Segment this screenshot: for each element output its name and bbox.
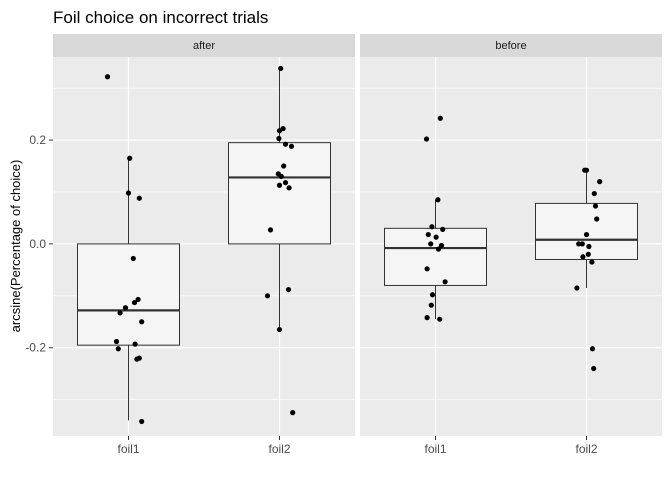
facet-strip xyxy=(360,34,662,57)
data-point xyxy=(134,356,140,362)
data-point xyxy=(281,163,287,169)
data-point xyxy=(139,319,145,325)
data-point xyxy=(264,293,271,299)
boxplot-foil1 xyxy=(384,115,487,322)
data-point xyxy=(589,346,596,352)
data-point xyxy=(278,65,284,72)
data-point xyxy=(127,155,133,161)
data-point xyxy=(428,241,434,247)
data-point xyxy=(125,190,132,196)
data-point xyxy=(290,410,296,416)
data-point xyxy=(131,299,138,306)
data-point xyxy=(592,203,599,209)
data-point xyxy=(286,185,292,191)
chart-title: Foil choice on incorrect trials xyxy=(53,8,268,27)
data-point xyxy=(574,285,580,291)
data-point xyxy=(282,141,289,147)
data-point xyxy=(135,296,141,303)
data-point xyxy=(429,292,436,298)
data-point xyxy=(122,305,129,311)
data-point xyxy=(288,143,295,149)
data-point xyxy=(104,74,111,80)
data-point xyxy=(113,338,120,345)
box xyxy=(535,202,638,260)
data-point xyxy=(591,190,597,197)
data-point xyxy=(132,341,138,347)
boxplot-foil2 xyxy=(535,167,638,372)
data-point xyxy=(437,316,443,322)
box xyxy=(77,243,180,346)
data-point xyxy=(428,302,434,308)
y-tick-label: -0.2 xyxy=(25,341,46,355)
data-point xyxy=(423,136,430,142)
facet-before: before foil1 foil2 xyxy=(360,34,662,456)
data-point xyxy=(437,115,443,121)
data-point xyxy=(115,346,121,352)
x-tick-label: foil2 xyxy=(575,442,597,456)
data-point xyxy=(278,173,284,180)
data-point xyxy=(585,251,591,257)
data-point xyxy=(424,315,430,321)
data-point xyxy=(586,243,592,250)
data-point xyxy=(276,182,283,188)
data-point xyxy=(424,266,430,272)
data-point xyxy=(591,365,597,372)
box xyxy=(228,142,331,245)
facet-after: after foil1 foil2 xyxy=(53,34,355,456)
data-point xyxy=(583,231,590,238)
data-point xyxy=(117,310,123,316)
data-point xyxy=(442,279,448,285)
data-point xyxy=(267,227,274,233)
data-point xyxy=(276,135,282,142)
data-point xyxy=(438,242,445,249)
facet-strip-label: after xyxy=(193,40,215,52)
boxplot-foil1 xyxy=(77,74,180,425)
x-tick-label: foil1 xyxy=(424,442,446,456)
y-axis-title: arcsine(Percentage of choice) xyxy=(8,160,23,333)
data-point xyxy=(136,195,142,201)
data-point xyxy=(580,254,586,260)
x-tick-label: foil2 xyxy=(268,442,290,456)
facet-strip-label: before xyxy=(495,40,526,52)
y-axis: -0.2 0.0 0.2 xyxy=(25,133,53,355)
data-point xyxy=(139,418,145,425)
data-point xyxy=(282,180,289,186)
facet-strip xyxy=(53,34,355,57)
data-point xyxy=(425,231,431,238)
data-point xyxy=(429,224,435,230)
data-point xyxy=(435,246,442,252)
data-point xyxy=(130,255,136,262)
data-point xyxy=(579,241,585,247)
data-point xyxy=(597,179,603,185)
data-point xyxy=(276,128,283,134)
data-point xyxy=(276,326,283,333)
data-point xyxy=(589,259,595,265)
data-point xyxy=(576,241,582,247)
x-tick-label: foil1 xyxy=(117,442,139,456)
data-point xyxy=(435,197,441,203)
data-point xyxy=(433,234,439,240)
data-point xyxy=(583,167,590,173)
boxplot-foil2 xyxy=(228,65,331,416)
y-tick-label: 0.2 xyxy=(29,133,46,147)
facet-panels: after foil1 foil2 before foil1 foil2 xyxy=(53,34,662,456)
data-point xyxy=(285,286,292,293)
y-tick-label: 0.0 xyxy=(29,237,46,251)
data-point xyxy=(440,226,446,232)
data-point xyxy=(594,216,600,222)
